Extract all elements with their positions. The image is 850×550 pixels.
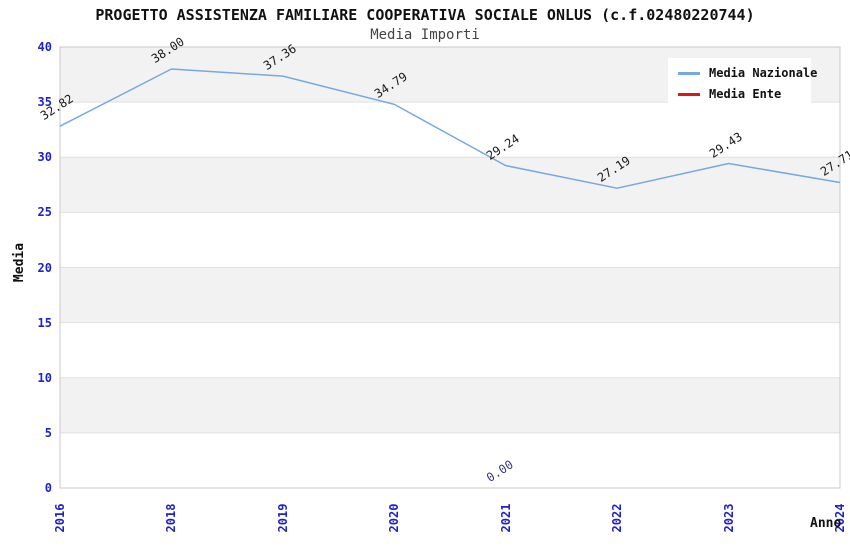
x-tick-label: 2021	[498, 503, 513, 533]
x-tick-label: 2023	[721, 503, 736, 533]
y-tick-label: 30	[37, 150, 52, 165]
plot-band	[60, 157, 840, 213]
chart-subtitle: Media Importi	[370, 27, 480, 43]
x-tick-label: 2016	[53, 503, 67, 533]
plot-band	[60, 267, 840, 323]
y-axis-title: Media	[12, 242, 28, 283]
plot-band	[60, 377, 840, 433]
legend: Media Nazionale Media Ente	[668, 58, 817, 108]
y-tick-label: 5	[44, 425, 52, 440]
y-tick-label: 20	[37, 260, 52, 275]
y-tick-label: 10	[37, 370, 52, 385]
series-line-0	[59, 68, 841, 189]
x-tick-label: 2020	[387, 503, 402, 533]
x-tick-label: 2019	[275, 503, 290, 533]
chart-title: PROGETTO ASSISTENZA FAMILIARE COOPERATIV…	[95, 6, 755, 24]
x-axis-title: Anno	[810, 516, 842, 531]
legend-item-media-ente: Media Ente	[678, 86, 801, 102]
legend-label-media-ente: Media Ente	[709, 87, 782, 101]
media-ente-line-swatch	[678, 92, 700, 96]
media-nazionale-line-swatch	[678, 71, 700, 75]
y-tick-label: 35	[37, 95, 52, 110]
legend-item-media-nazionale: Media Nazionale	[678, 65, 817, 81]
y-tick-label: 25	[37, 205, 52, 220]
y-tick-label: 15	[37, 315, 52, 330]
plot-border	[59, 46, 841, 489]
x-tick-label: 2018	[164, 503, 179, 533]
y-tick-label: 0	[44, 481, 52, 495]
y-tick-label: 40	[37, 40, 52, 54]
legend-label-media-nazionale: Media Nazionale	[709, 66, 818, 80]
x-tick-label: 2022	[610, 503, 625, 533]
